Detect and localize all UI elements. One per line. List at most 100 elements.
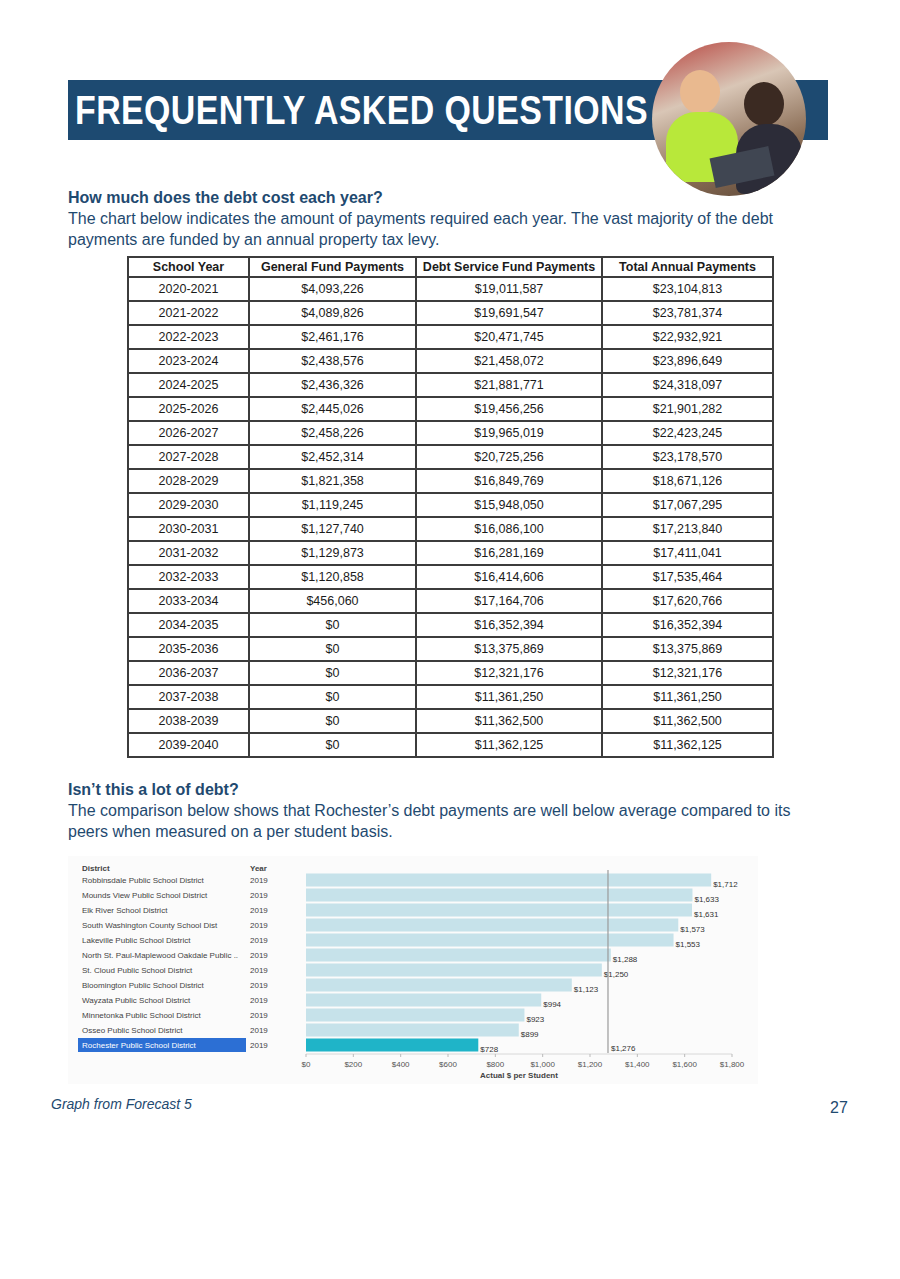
table-cell: $1,129,873 [249, 541, 416, 565]
tick-mark [590, 1054, 591, 1057]
year-label: 2019 [250, 891, 268, 900]
table-cell: 2030-2031 [128, 517, 249, 541]
footer-source: Graph from Forecast 5 [51, 1096, 192, 1112]
tick-mark [400, 1054, 401, 1057]
table-row: 2031-2032$1,129,873$16,281,169$17,411,04… [128, 541, 773, 565]
table-cell: 2037-2038 [128, 685, 249, 709]
column-header: Debt Service Fund Payments [416, 257, 602, 277]
answer: The chart below indicates the amount of … [68, 208, 828, 250]
bar [306, 964, 602, 977]
table-cell: 2022-2023 [128, 325, 249, 349]
table-cell: $17,213,840 [602, 517, 773, 541]
table-cell: $21,901,282 [602, 397, 773, 421]
table-cell: $22,423,245 [602, 421, 773, 445]
table-cell: $19,456,256 [416, 397, 602, 421]
tick-label: $1,400 [625, 1060, 650, 1069]
tick-mark [542, 1054, 543, 1057]
table-cell: $2,458,226 [249, 421, 416, 445]
year-label: 2019 [250, 1041, 268, 1050]
bar [306, 994, 541, 1007]
bar [306, 874, 711, 887]
table-cell: $0 [249, 733, 416, 757]
bar [306, 979, 572, 992]
table-cell: $15,948,050 [416, 493, 602, 517]
tick-label: $1,000 [530, 1060, 555, 1069]
category-label: Rochester Public School District [82, 1041, 197, 1050]
table-cell: $24,318,097 [602, 373, 773, 397]
data-label: $899 [521, 1030, 539, 1039]
tick-mark [353, 1054, 354, 1057]
year-label: 2019 [250, 981, 268, 990]
category-label: Lakeville Public School District [82, 936, 191, 945]
category-label: Minnetonka Public School District [82, 1011, 201, 1020]
table-cell: $1,821,358 [249, 469, 416, 493]
bar [306, 949, 611, 962]
table-cell: $0 [249, 637, 416, 661]
table-cell: $22,932,921 [602, 325, 773, 349]
table-cell: $13,375,869 [416, 637, 602, 661]
table-cell: $16,414,606 [416, 565, 602, 589]
category-label: Mounds View Public School District [82, 891, 208, 900]
table-cell: $23,104,813 [602, 277, 773, 301]
table-cell: $19,011,587 [416, 277, 602, 301]
tick-label: $200 [344, 1060, 362, 1069]
tick-mark [637, 1054, 638, 1057]
category-label: South Washington County School Dist [82, 921, 218, 930]
table-cell: 2026-2027 [128, 421, 249, 445]
table-row: 2035-2036$0$13,375,869$13,375,869 [128, 637, 773, 661]
table-cell: 2028-2029 [128, 469, 249, 493]
year-label: 2019 [250, 966, 268, 975]
bar-chart: DistrictYear$0$200$400$600$800$1,000$1,2… [0, 850, 900, 1095]
table-cell: $2,438,576 [249, 349, 416, 373]
table-row: 2026-2027$2,458,226$19,965,019$22,423,24… [128, 421, 773, 445]
table-cell: $0 [249, 685, 416, 709]
table-row: 2030-2031$1,127,740$16,086,100$17,213,84… [128, 517, 773, 541]
reference-label: $1,276 [611, 1044, 636, 1053]
tick-label: $0 [302, 1060, 311, 1069]
table-cell: 2031-2032 [128, 541, 249, 565]
tick-label: $800 [486, 1060, 504, 1069]
data-label: $1,631 [694, 910, 719, 919]
table-cell: $0 [249, 709, 416, 733]
table-row: 2022-2023$2,461,176$20,471,745$22,932,92… [128, 325, 773, 349]
table-cell: $16,086,100 [416, 517, 602, 541]
year-label: 2019 [250, 876, 268, 885]
tick-label: $600 [439, 1060, 457, 1069]
table-cell: $2,452,314 [249, 445, 416, 469]
table-row: 2038-2039$0$11,362,500$11,362,500 [128, 709, 773, 733]
table-cell: $4,089,826 [249, 301, 416, 325]
page-number: 27 [830, 1099, 848, 1117]
table-cell: $1,119,245 [249, 493, 416, 517]
table-cell: $17,411,041 [602, 541, 773, 565]
category-label: Elk River School District [82, 906, 168, 915]
table-row: 2025-2026$2,445,026$19,456,256$21,901,28… [128, 397, 773, 421]
table-row: 2033-2034$456,060$17,164,706$17,620,766 [128, 589, 773, 613]
column-header: School Year [128, 257, 249, 277]
table-row: 2034-2035$0$16,352,394$16,352,394 [128, 613, 773, 637]
table-cell: 2033-2034 [128, 589, 249, 613]
photo-shape [744, 82, 784, 126]
row-highlight [78, 1038, 246, 1052]
table-cell: $17,620,766 [602, 589, 773, 613]
table-row: 2028-2029$1,821,358$16,849,769$18,671,12… [128, 469, 773, 493]
table-cell: $21,458,072 [416, 349, 602, 373]
data-label: $1,633 [694, 895, 719, 904]
bar [306, 904, 692, 917]
table-cell: $20,471,745 [416, 325, 602, 349]
page-title: FREQUENTLY ASKED QUESTIONS [75, 86, 648, 134]
category-label: Bloomington Public School District [82, 981, 205, 990]
table-cell: $2,436,326 [249, 373, 416, 397]
table-row: 2032-2033$1,120,858$16,414,606$17,535,46… [128, 565, 773, 589]
year-label: 2019 [250, 996, 268, 1005]
table-row: 2024-2025$2,436,326$21,881,771$24,318,09… [128, 373, 773, 397]
table-cell: 2025-2026 [128, 397, 249, 421]
table-cell: 2036-2037 [128, 661, 249, 685]
table-cell: $11,361,250 [602, 685, 773, 709]
table-cell: 2039-2040 [128, 733, 249, 757]
tick-mark [684, 1054, 685, 1057]
column-header: District [82, 864, 110, 873]
table-row: 2027-2028$2,452,314$20,725,256$23,178,57… [128, 445, 773, 469]
year-label: 2019 [250, 936, 268, 945]
table-cell: 2035-2036 [128, 637, 249, 661]
tick-mark [448, 1054, 449, 1057]
